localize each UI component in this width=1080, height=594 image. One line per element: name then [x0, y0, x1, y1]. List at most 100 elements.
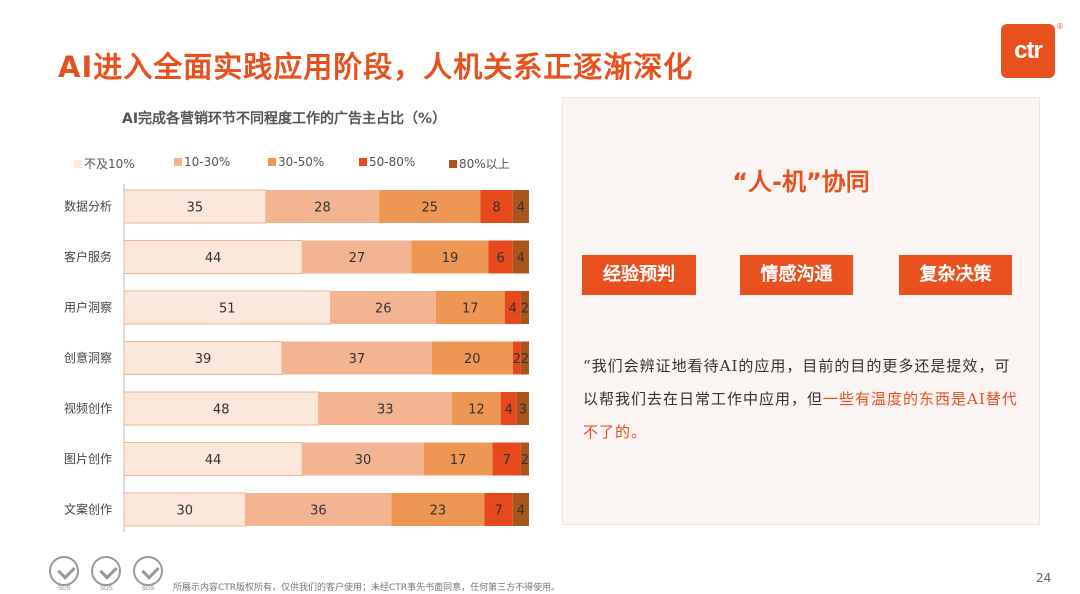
- legend-label: 30-50%: [278, 155, 325, 169]
- bar-value-label: 37: [349, 352, 366, 367]
- bar-segment: [411, 240, 489, 274]
- bar-segment: [516, 392, 529, 425]
- bar-segment: [318, 392, 453, 425]
- bar-value-label: 27: [349, 251, 366, 266]
- legend-swatch: [268, 158, 276, 166]
- sgs-seal-icon: [91, 556, 121, 586]
- bar-segment: [520, 341, 529, 375]
- legend-item: 50-80%: [359, 155, 415, 169]
- quote-normal: “我们会辨证地看待AI的应用，目前的目的更多还是提效，可以帮我们去在日常工作中应…: [583, 357, 1011, 408]
- bar-value-label: 39: [195, 352, 212, 367]
- bar-segment: [488, 240, 513, 274]
- bar-value-label: 4: [517, 251, 525, 266]
- category-label: 文案创作: [64, 502, 112, 517]
- legend-item: 10-30%: [174, 155, 230, 169]
- bar-value-label: 12: [468, 403, 485, 418]
- legend-swatch: [449, 160, 457, 168]
- bar-value-label: 30: [355, 453, 372, 468]
- quote-highlight: 一些有温度的东西是AI替代不了的。: [583, 390, 1018, 441]
- bar-segment: [379, 190, 481, 223]
- bar-value-label: 36: [310, 504, 327, 519]
- bar-segment: [492, 442, 521, 476]
- bar-segment: [245, 493, 392, 526]
- bar-segment: [452, 392, 501, 425]
- category-label: 数据分析: [64, 199, 112, 214]
- bar-segment: [504, 291, 521, 324]
- category-label: 用户洞察: [64, 300, 112, 315]
- bar-segment: [520, 291, 529, 324]
- category-label: 客户服务: [64, 249, 112, 264]
- bar-segment: [512, 240, 529, 274]
- bar-segment: [123, 442, 303, 476]
- bar-segment: [302, 442, 424, 476]
- bar-value-label: 20: [464, 352, 481, 367]
- seal-label: SGS: [58, 586, 71, 592]
- bar-segment: [480, 190, 513, 223]
- bar-value-label: 51: [219, 302, 236, 317]
- chart-title: AI完成各营销环节不同程度工作的广告主占比（%）: [122, 111, 447, 127]
- tag-emotional-communication: 情感沟通: [740, 255, 853, 295]
- bar-value-label: 4: [517, 504, 525, 519]
- bar-value-label: 25: [422, 201, 439, 216]
- human-machine-panel: “人-机”协同 经验预判 情感沟通 复杂决策 “我们会辨证地看待AI的应用，目前…: [562, 97, 1040, 525]
- bar-segment: [500, 392, 517, 425]
- bar-value-label: 3: [519, 403, 527, 418]
- legend-swatch: [74, 160, 82, 168]
- legend-swatch: [359, 158, 367, 166]
- bar-value-label: 6: [497, 251, 505, 266]
- bar-segment: [123, 492, 246, 527]
- legend-item: 80%以上: [449, 155, 510, 172]
- category-label: 图片创作: [64, 452, 112, 466]
- bar-value-label: 2: [521, 302, 529, 317]
- legend-item: 30-50%: [268, 155, 324, 169]
- bar-value-label: 30: [176, 504, 193, 519]
- bar-segment: [512, 341, 521, 375]
- bar-value-label: 28: [314, 201, 331, 216]
- bar-value-label: 26: [375, 302, 392, 317]
- bar-segment: [484, 493, 513, 526]
- page-title: AI进入全面实践应用阶段，人机关系正逐渐深化: [58, 50, 694, 84]
- category-label: 创意洞察: [64, 350, 112, 365]
- bar-value-label: 2: [521, 453, 529, 468]
- bar-value-label: 19: [442, 251, 459, 266]
- bar-value-label: 44: [205, 251, 222, 266]
- category-label: 视频创作: [64, 401, 112, 416]
- legend-label: 80%以上: [459, 157, 510, 171]
- bar-value-label: 35: [187, 201, 204, 216]
- bar-segment: [281, 341, 432, 375]
- bar-segment: [302, 240, 412, 274]
- tag-experience-prediction: 经验预判: [582, 255, 696, 295]
- bar-segment: [330, 291, 436, 324]
- bar-segment: [512, 493, 529, 526]
- panel-title: “人-机”协同: [732, 168, 870, 196]
- copyright-note: 所展示内容CTR版权所有，仅供我们的客户使用；未经CTR事先书面同意，任何第三方…: [173, 583, 561, 593]
- bar-value-label: 4: [509, 302, 517, 317]
- bar-value-label: 23: [430, 504, 447, 519]
- bar-segment: [123, 240, 303, 274]
- legend-item: 不及10%: [74, 155, 135, 172]
- sgs-seal-icon: [49, 556, 79, 586]
- quote-text: “我们会辨证地看待AI的应用，目前的目的更多还是提效，可以帮我们去在日常工作中应…: [583, 350, 1023, 449]
- bar-value-label: 7: [494, 504, 502, 519]
- bar-segment: [123, 290, 332, 325]
- bar-value-label: 44: [205, 453, 222, 468]
- bar-value-label: 4: [505, 403, 513, 418]
- sgs-seal-icon: [133, 556, 163, 586]
- bar-segment: [391, 493, 485, 526]
- bar-segment: [423, 442, 493, 476]
- legend-label: 不及10%: [84, 157, 135, 171]
- seal-label: SGS: [142, 586, 155, 592]
- seal-label: SGS: [100, 586, 113, 592]
- bar-segment: [520, 442, 529, 476]
- bar-value-label: 4: [517, 201, 525, 216]
- legend-label: 50-80%: [369, 155, 416, 169]
- bar-segment: [512, 190, 529, 223]
- bar-segment: [123, 341, 283, 375]
- bar-segment: [265, 190, 380, 223]
- bar-segment: [435, 291, 505, 324]
- bar-value-label: 33: [377, 403, 394, 418]
- bar-segment: [123, 189, 267, 224]
- bar-value-label: 48: [213, 403, 230, 418]
- ctr-logo: ctr: [1001, 24, 1055, 78]
